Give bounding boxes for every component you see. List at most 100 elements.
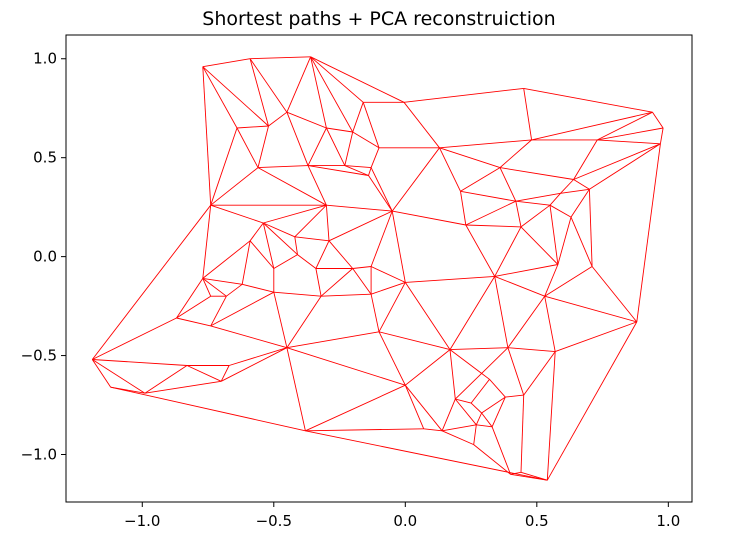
edge-66 xyxy=(499,167,517,202)
edge-6 xyxy=(659,127,664,144)
x-tick-label: 0.5 xyxy=(525,512,549,530)
edge-205 xyxy=(441,430,474,446)
chart-title: Shortest paths + PCA reconstruiction xyxy=(202,8,555,30)
edge-67 xyxy=(515,192,561,202)
edge-8 xyxy=(202,66,238,129)
edge-152 xyxy=(449,347,508,351)
edge-57 xyxy=(499,139,532,168)
edge-182 xyxy=(455,398,472,404)
edge-80 xyxy=(570,216,593,267)
edge-97 xyxy=(297,254,317,269)
edge-126 xyxy=(494,264,558,277)
edge-83 xyxy=(392,210,466,226)
edge-82 xyxy=(326,204,393,212)
edge-0 xyxy=(202,58,251,68)
edge-28 xyxy=(268,111,288,127)
edge-24 xyxy=(589,143,661,190)
edge-72 xyxy=(460,191,467,226)
edge-134 xyxy=(176,317,211,327)
edge-71 xyxy=(515,200,551,206)
x-tick-label: −1.0 xyxy=(124,512,160,530)
edge-111 xyxy=(226,283,243,297)
edge-120 xyxy=(321,293,372,297)
edge-164 xyxy=(228,347,288,366)
edge-166 xyxy=(286,347,306,431)
y-tick-label: 0.0 xyxy=(33,248,57,266)
edge-1 xyxy=(250,56,311,60)
edge-145 xyxy=(404,282,451,350)
edge-148 xyxy=(507,295,546,348)
edge-199 xyxy=(510,471,522,475)
edge-95 xyxy=(294,236,298,255)
edge-104 xyxy=(241,240,251,285)
edge-36 xyxy=(236,127,259,168)
edge-155 xyxy=(92,359,188,366)
edge-185 xyxy=(454,398,477,426)
edge-4 xyxy=(523,87,653,113)
edge-86 xyxy=(294,204,327,238)
edge-140 xyxy=(286,295,322,348)
edge-110 xyxy=(202,278,212,297)
edge-10 xyxy=(249,58,269,127)
edge-149 xyxy=(544,296,556,352)
edge-85 xyxy=(263,204,327,224)
edge-22 xyxy=(597,139,661,145)
edge-9 xyxy=(202,66,269,127)
edge-53 xyxy=(391,147,440,212)
edge-17 xyxy=(403,102,440,149)
edge-161 xyxy=(186,365,222,382)
edge-44 xyxy=(368,167,372,176)
edge-131 xyxy=(494,275,545,297)
edge-14 xyxy=(310,56,364,103)
edge-27 xyxy=(236,125,269,129)
edge-123 xyxy=(465,224,496,277)
edge-150 xyxy=(555,321,637,353)
edge-170 xyxy=(305,384,406,432)
edge-101 xyxy=(370,266,406,283)
edge-146 xyxy=(449,276,496,350)
edge-153 xyxy=(91,204,212,360)
edge-125 xyxy=(520,226,559,265)
edge-139 xyxy=(273,292,288,348)
edge-187 xyxy=(423,428,443,432)
edge-59 xyxy=(573,139,598,180)
edge-90 xyxy=(328,210,393,242)
edge-49 xyxy=(257,167,327,206)
edge-135 xyxy=(210,295,227,327)
edge-128 xyxy=(544,266,593,297)
edge-105 xyxy=(249,240,275,269)
edge-88 xyxy=(263,222,295,238)
edge-181 xyxy=(470,379,490,404)
edge-203 xyxy=(454,373,482,400)
edge-175 xyxy=(481,347,509,374)
edge-174 xyxy=(449,349,456,400)
edge-33 xyxy=(362,102,380,148)
edge-136 xyxy=(210,291,275,327)
x-tick-label: 0.0 xyxy=(393,512,417,530)
edge-108 xyxy=(202,277,243,285)
edge-107 xyxy=(273,254,298,269)
edge-117 xyxy=(320,268,353,297)
edge-127 xyxy=(544,264,559,297)
edge-89 xyxy=(294,236,330,242)
edge-43 xyxy=(370,147,380,168)
edge-100 xyxy=(352,266,372,269)
edge-18 xyxy=(523,88,533,140)
edge-39 xyxy=(325,127,346,166)
edge-5 xyxy=(652,111,664,129)
edge-35 xyxy=(257,125,269,168)
edge-2 xyxy=(310,56,405,103)
edge-21 xyxy=(597,127,664,141)
edge-132 xyxy=(176,295,211,319)
edge-176 xyxy=(481,373,490,380)
edge-93 xyxy=(249,222,264,242)
edge-141 xyxy=(370,294,380,332)
edge-188 xyxy=(305,428,424,432)
edge-31 xyxy=(352,102,364,133)
edge-171 xyxy=(404,385,425,429)
edge-40 xyxy=(344,131,354,166)
edge-87 xyxy=(325,205,330,241)
edge-106 xyxy=(262,222,275,269)
edge-177 xyxy=(489,379,506,398)
edge-190 xyxy=(473,424,477,445)
